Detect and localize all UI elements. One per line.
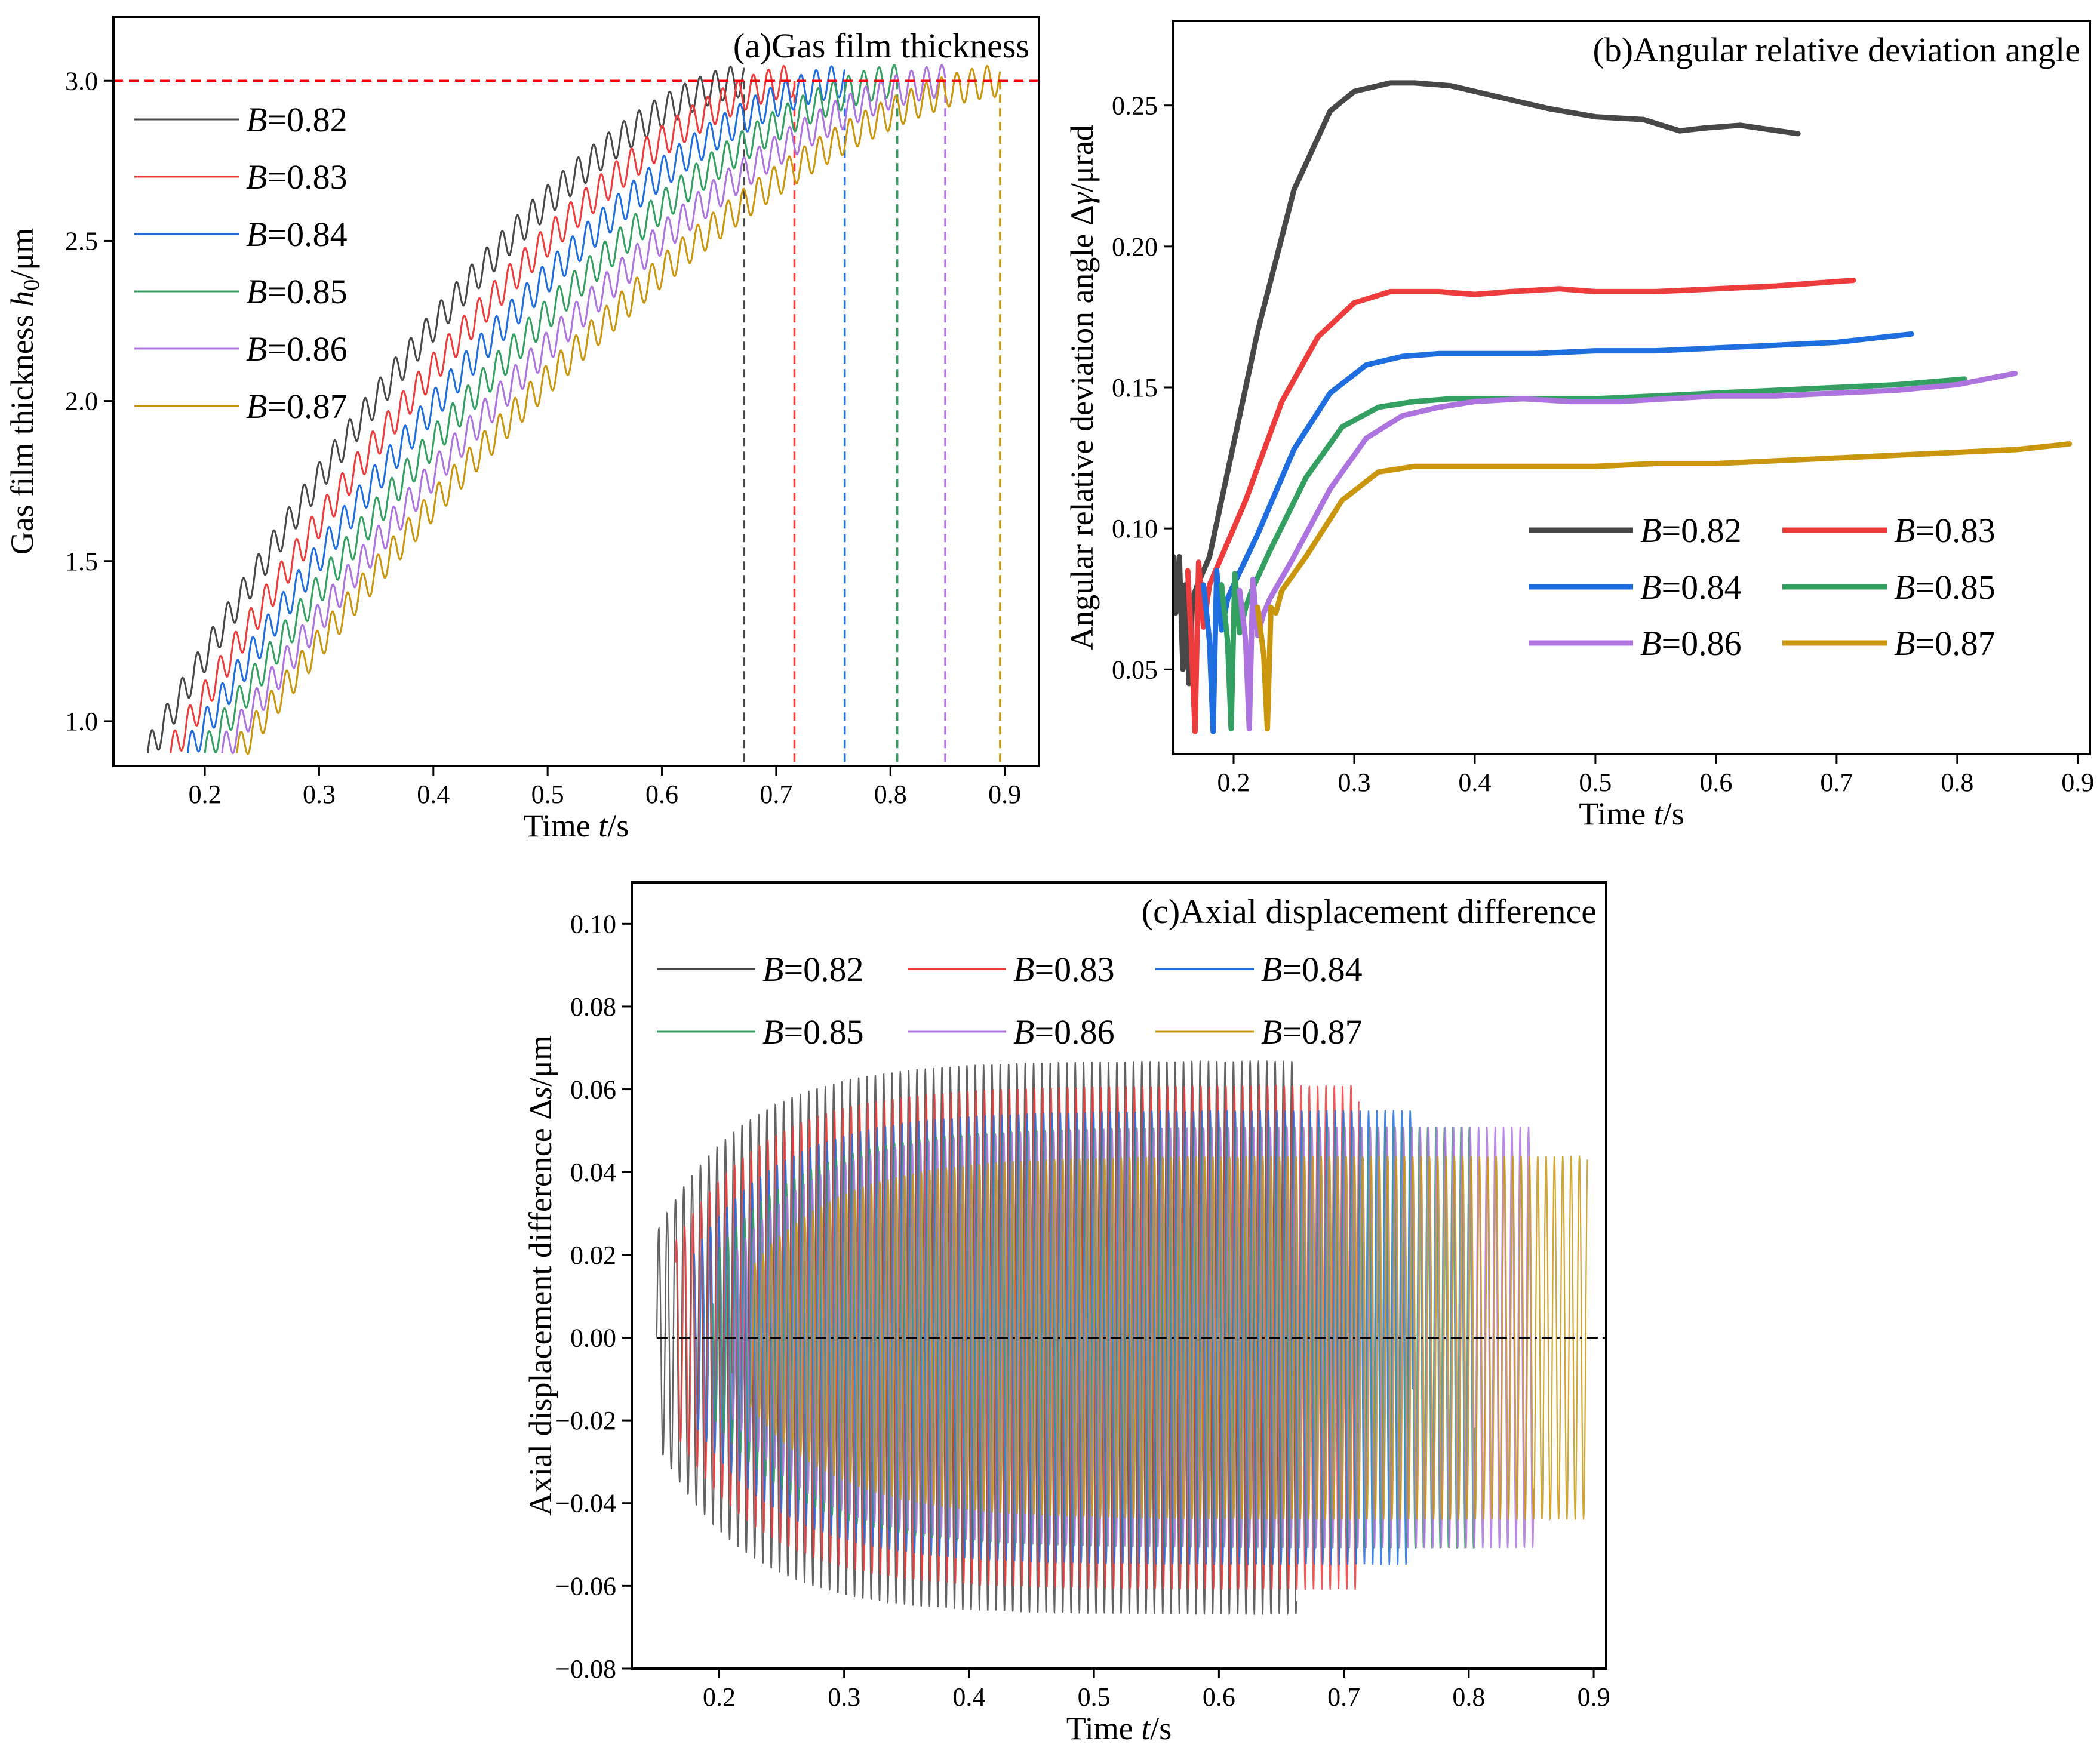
series-line-B=0.87 — [1255, 441, 2073, 731]
x-tick-label-b: 0.4 — [1458, 768, 1491, 797]
series-line-B=0.82 — [146, 65, 745, 753]
plot-frame-c — [631, 881, 1607, 1670]
y-tick-label-c: 0.00 — [570, 1323, 616, 1352]
x-tick-label-b: 0.7 — [1820, 768, 1853, 797]
panel-title-a: (a)Gas film thickness — [733, 26, 1029, 65]
y-tick-label-c: 0.02 — [570, 1241, 616, 1270]
x-axis-title-b: Time t/s — [1579, 796, 1684, 832]
x-tick-label-a: 0.6 — [645, 780, 678, 809]
series-line-B=0.85 — [204, 63, 899, 754]
x-tick-label-a: 0.7 — [760, 780, 792, 809]
y-tick-label-b: 0.25 — [1112, 91, 1158, 121]
x-tick-label-a: 0.9 — [988, 780, 1021, 809]
series-line-B=0.86 — [731, 1127, 1535, 1549]
y-axis-title-c: Axial displacement difference Δs/μm — [522, 1035, 558, 1516]
series-line-B=0.84 — [1201, 331, 1914, 734]
panel-title-b: (b)Angular relative deviation angle — [1592, 30, 2080, 69]
legend-label: B=0.82 — [762, 950, 864, 989]
y-tick-label-c: 0.06 — [570, 1075, 616, 1104]
plot-area-a — [113, 63, 1039, 766]
legend-label: B=0.82 — [246, 100, 348, 139]
x-tick-label-c: 0.3 — [828, 1682, 860, 1712]
y-tick-label-b: 0.10 — [1112, 514, 1158, 543]
legend-label: B=0.82 — [1640, 511, 1742, 550]
series-line-B=0.83 — [675, 1084, 1360, 1590]
x-tick-label-b: 0.6 — [1699, 768, 1732, 797]
y-tick-label-a: 1.0 — [65, 707, 98, 736]
x-tick-label-b: 0.5 — [1579, 768, 1612, 797]
x-tick-label-c: 0.2 — [703, 1682, 736, 1712]
y-tick-label-c: −0.02 — [555, 1406, 616, 1435]
x-tick-label-c: 0.5 — [1078, 1682, 1111, 1712]
series-line-B=0.86 — [1237, 370, 2018, 731]
x-tick-label-c: 0.4 — [952, 1682, 985, 1712]
x-tick-label-a: 0.5 — [531, 780, 564, 809]
legend-label: B=0.83 — [1894, 511, 1996, 550]
y-tick-label-c: −0.08 — [555, 1654, 616, 1684]
x-tick-label-c: 0.6 — [1203, 1682, 1235, 1712]
x-axis-title-c: Time t/s — [1066, 1710, 1172, 1746]
legend-label: B=0.85 — [762, 1013, 864, 1051]
series-line-B=0.82 — [1173, 80, 1801, 687]
legend-label: B=0.87 — [1894, 624, 1996, 663]
series-line-B=0.83 — [170, 64, 795, 753]
legend-label: B=0.83 — [1013, 950, 1115, 989]
series-line-B=0.85 — [712, 1125, 1476, 1549]
y-tick-label-b: 0.05 — [1112, 655, 1158, 684]
x-tick-label-c: 0.9 — [1578, 1682, 1610, 1712]
y-tick-label-a: 3.0 — [65, 66, 98, 96]
y-tick-label-c: 0.08 — [570, 992, 616, 1022]
series-line-B=0.85 — [1219, 376, 1967, 731]
x-tick-label-a: 0.2 — [189, 780, 222, 809]
legend-label: B=0.84 — [1640, 568, 1742, 607]
legend-label: B=0.84 — [1261, 950, 1363, 989]
x-tick-label-b: 0.9 — [2061, 768, 2094, 797]
y-tick-label-c: −0.04 — [555, 1489, 616, 1518]
legend-label: B=0.83 — [246, 158, 348, 196]
y-tick-label-b: 0.15 — [1112, 373, 1158, 402]
y-tick-label-a: 1.5 — [65, 547, 98, 576]
series-line-B=0.83 — [1185, 278, 1856, 734]
panel-title-c: (c)Axial displacement difference — [1142, 892, 1597, 931]
legend-label: B=0.84 — [246, 215, 348, 254]
x-tick-label-a: 0.8 — [874, 780, 907, 809]
plot-frame-a — [112, 16, 1040, 767]
legend-label: B=0.85 — [1894, 568, 1996, 607]
legend-label: B=0.87 — [246, 387, 348, 426]
y-axis-title-b: Angular relative deviation angle Δγ/μrad — [1064, 125, 1100, 650]
x-tick-label-b: 0.3 — [1338, 768, 1370, 797]
series-line-B=0.87 — [749, 1155, 1588, 1521]
y-axis-title-a: Gas film thickness h0/μm — [4, 228, 44, 555]
x-tick-label-c: 0.8 — [1452, 1682, 1485, 1712]
x-tick-label-a: 0.3 — [303, 780, 336, 809]
series-line-B=0.84 — [186, 65, 846, 753]
y-tick-label-b: 0.20 — [1112, 232, 1158, 261]
series-line-B=0.87 — [236, 64, 1001, 755]
legend-label: B=0.85 — [246, 272, 348, 311]
panel-c: 0.2 0.3 0.4 0.5 0.6 0.7 0.8 0.9 −0.08 −0.06 −0.04 −… — [522, 881, 1610, 1746]
x-axis-title-a: Time t/s — [524, 808, 629, 844]
y-tick-label-c: −0.06 — [555, 1571, 616, 1601]
x-tick-label-a: 0.4 — [417, 780, 450, 809]
x-tick-label-c: 0.7 — [1327, 1682, 1360, 1712]
plot-area-c — [656, 1060, 1606, 1616]
x-tick-label-b: 0.8 — [1941, 768, 1973, 797]
panel-b: 0.2 0.3 0.4 0.5 0.6 0.7 0.8 0.9 0.05 0.10 0.15 0.20… — [1064, 20, 2094, 832]
legend-label: B=0.86 — [246, 330, 348, 368]
y-tick-label-a: 2.0 — [65, 387, 98, 416]
legend-label: B=0.86 — [1013, 1013, 1115, 1051]
y-tick-label-c: 0.10 — [570, 909, 616, 939]
x-tick-label-b: 0.2 — [1217, 768, 1250, 797]
legend-label: B=0.86 — [1640, 624, 1742, 663]
y-tick-label-a: 2.5 — [65, 226, 98, 256]
legend-label: B=0.87 — [1261, 1013, 1363, 1051]
panel-a: 0.2 0.3 0.4 0.5 0.6 0.7 0.8 0.9 1.0 1.5 2.0 2.5 3.0 T… — [4, 16, 1040, 844]
series-line-B=0.86 — [221, 64, 946, 755]
y-tick-label-c: 0.04 — [570, 1158, 616, 1187]
plot-area-b — [1173, 80, 2073, 734]
